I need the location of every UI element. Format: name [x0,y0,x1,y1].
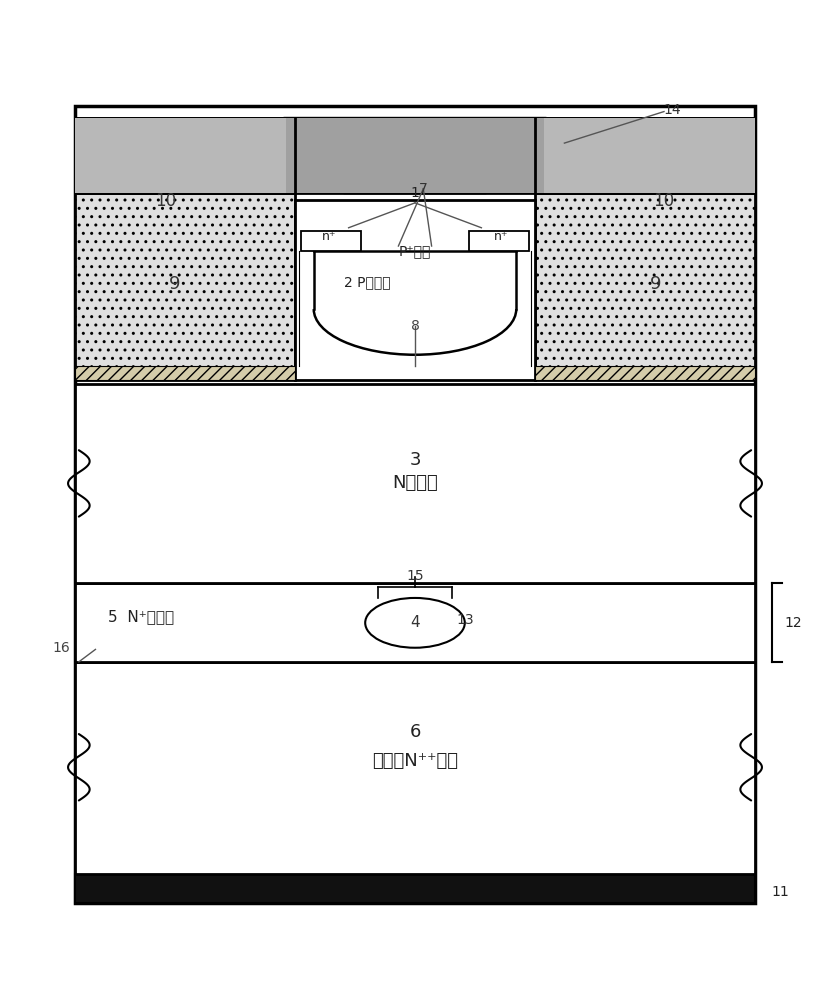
Text: 8: 8 [411,319,419,333]
Bar [75,193,295,380]
Text: 9: 9 [650,275,662,293]
Text: 9: 9 [168,275,180,293]
Bar [535,366,755,380]
Bar [75,106,755,903]
Bar [535,118,755,193]
Text: 4: 4 [410,615,420,630]
Text: 10: 10 [155,192,177,210]
Bar [75,118,295,193]
Text: 7: 7 [419,182,427,196]
Bar [301,231,361,251]
Bar [75,118,295,193]
Ellipse shape [365,598,465,648]
Text: n⁺: n⁺ [494,230,509,243]
Bar [469,231,529,251]
Bar [295,200,535,380]
Bar [75,874,755,903]
Text: N漂移区: N漂移区 [392,474,438,492]
Polygon shape [286,118,544,193]
Bar [535,193,755,380]
Text: 6: 6 [409,723,421,741]
Text: n⁺: n⁺ [321,230,336,243]
Text: 12: 12 [784,616,802,630]
Text: 3: 3 [409,451,421,469]
Text: 重掺杂N⁺⁺衬底: 重掺杂N⁺⁺衬底 [372,752,458,770]
Text: 11: 11 [772,885,789,899]
Text: 2 P型阱区: 2 P型阱区 [344,276,391,290]
Text: 14: 14 [663,103,681,117]
Text: 5  N⁺缓冲层: 5 N⁺缓冲层 [108,609,174,624]
Bar [535,118,755,193]
Bar [286,118,544,193]
Text: 10: 10 [653,192,675,210]
Text: 15: 15 [406,569,424,583]
Bar [75,384,755,583]
Bar [75,662,755,874]
Text: 1: 1 [411,186,419,200]
Text: 13: 13 [457,613,474,627]
Bar [75,118,755,193]
Bar [75,366,295,380]
Text: P⁺体区: P⁺体区 [398,244,432,258]
Text: 16: 16 [53,641,71,655]
Polygon shape [314,251,516,309]
Bar [75,583,755,662]
